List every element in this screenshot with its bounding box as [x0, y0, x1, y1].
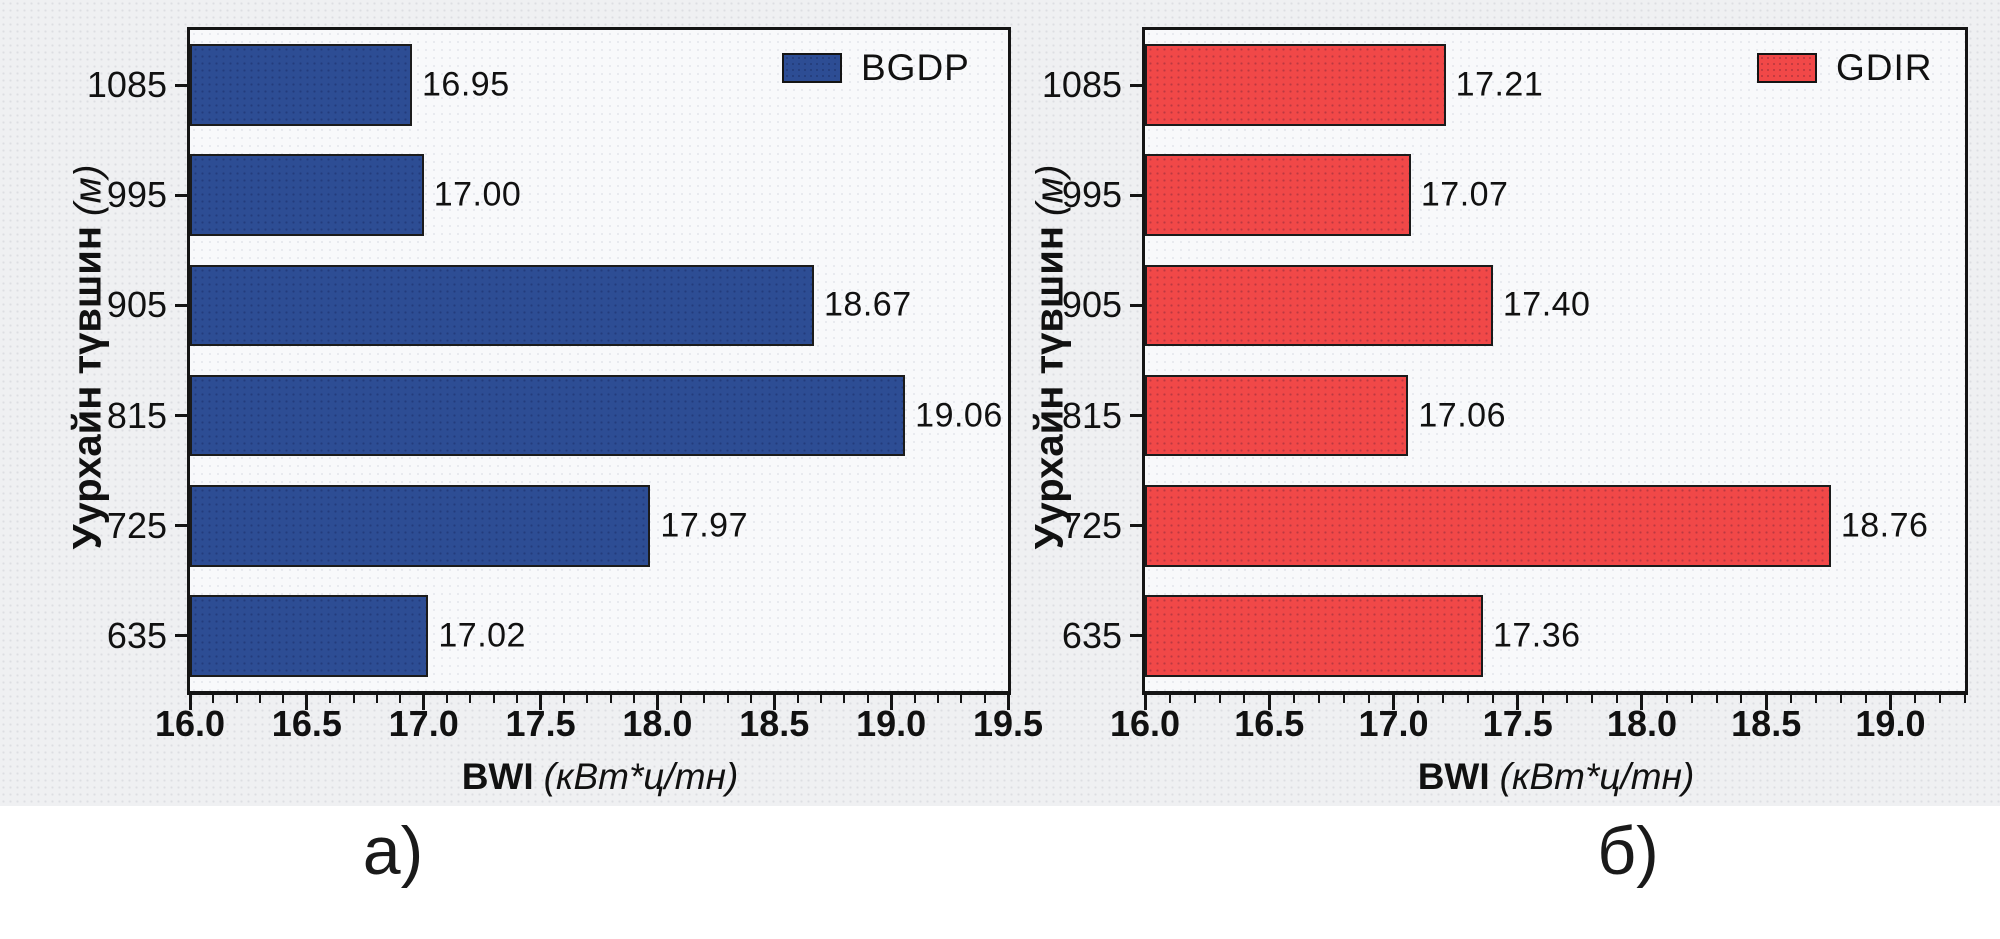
x-axis-title-gdir: BWI (кВт*ц/тн) [1418, 756, 1695, 798]
x-axis-unit: (кВт*ц/тн) [543, 756, 739, 797]
panel-label-a: а) [362, 813, 424, 889]
x-axis-title-text: BWI [1417, 756, 1490, 797]
y-axis-title-text: Уурхайн түвшин [65, 225, 110, 550]
plot-area-gdir [1142, 27, 1968, 695]
legend-bgdp: BGDP [782, 47, 970, 89]
panel-label-b: б) [1597, 813, 1659, 889]
legend-label-bgdp: BGDP [861, 47, 970, 88]
x-axis-title-bgdp: BWI (кВт*ц/тн) [462, 756, 739, 798]
y-axis-title-text: Уурхайн түвшин [1027, 225, 1072, 550]
y-axis-title-gdir: Уурхайн түвшин (м) [1028, 165, 1073, 550]
x-axis-title-text: BWI [461, 756, 534, 797]
y-axis-unit: (м) [1029, 164, 1072, 216]
y-axis-unit: (м) [67, 164, 110, 216]
x-axis-unit: (кВт*ц/тн) [1499, 756, 1695, 797]
legend-label-gdir: GDIR [1836, 47, 1933, 88]
legend-gdir: GDIR [1757, 47, 1933, 89]
plot-area-bgdp [187, 27, 1011, 695]
y-axis-title-bgdp: Уурхайн түвшин (м) [66, 165, 111, 550]
legend-swatch-gdir [1757, 53, 1817, 83]
legend-swatch-bgdp [782, 53, 842, 83]
